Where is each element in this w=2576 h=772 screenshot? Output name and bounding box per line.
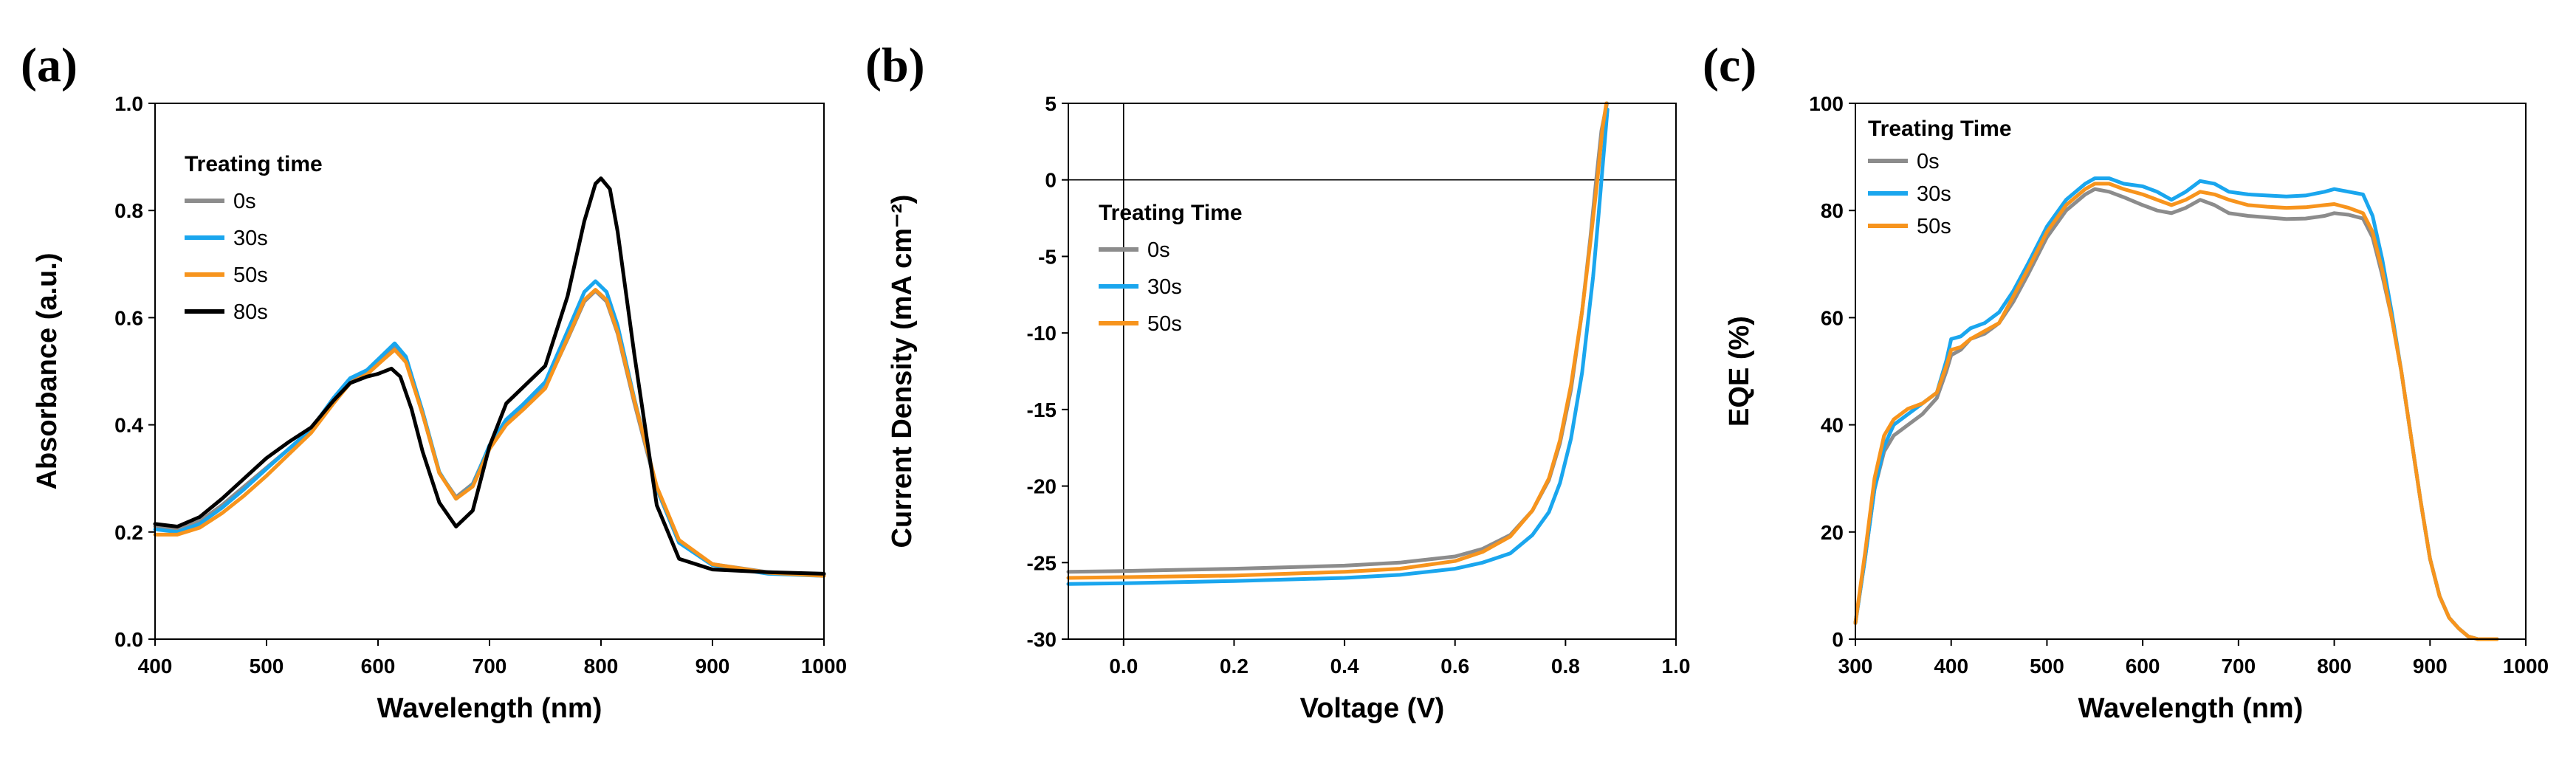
panel-b: (b) 0.0 0.2 0.4 0.6 0.8 1.0 5 0 -5 -10 -15 -20 -25 -30…: [865, 38, 1690, 724]
series-line-30s: [1853, 176, 2499, 641]
y-tick-label: 1.0: [114, 92, 143, 115]
y-axis-title: EQE (%): [1724, 316, 1755, 427]
y-tick-label: -25: [1027, 551, 1057, 574]
series-line-80s: [153, 176, 826, 576]
x-tick-label: 900: [2413, 655, 2448, 678]
legend-title: Treating time: [185, 152, 323, 176]
y-tick-label: 40: [1821, 414, 1844, 437]
x-tick-label: 800: [2317, 655, 2352, 678]
series-line-30s: [1066, 107, 1610, 586]
y-tick-label: 0.6: [114, 306, 143, 329]
x-tick-label: 700: [473, 655, 507, 678]
x-tick-label: 0.4: [1330, 655, 1359, 678]
y-tick-label: 0.4: [114, 414, 143, 437]
y-tick-label: 80: [1821, 199, 1844, 222]
y-tick-label: -20: [1027, 475, 1057, 498]
plot-frame: [154, 103, 825, 640]
series-line-50s: [1066, 101, 1609, 580]
x-tick-label: 0.6: [1440, 655, 1469, 678]
x-tick-label: 500: [250, 655, 284, 678]
y-tick-label: 0: [1832, 628, 1844, 651]
legend-title: Treating Time: [1099, 201, 1243, 225]
x-axis-title: Voltage (V): [1300, 693, 1445, 724]
series-line-30s: [153, 279, 826, 578]
legend: Treating Time 0s 30s 50s: [1868, 117, 2012, 238]
legend-label: 50s: [233, 263, 268, 287]
y-tick-label: 0.2: [114, 521, 143, 544]
y-tick-label: -10: [1027, 322, 1057, 345]
series-line-0s: [1853, 187, 2499, 641]
x-tick-label: 400: [138, 655, 173, 678]
legend-label: 30s: [233, 227, 268, 250]
y-tick-label: 60: [1821, 306, 1844, 329]
legend-label: 30s: [1917, 182, 1951, 206]
y-tick-label: 100: [1809, 92, 1844, 115]
x-axis-title: Wavelength (nm): [377, 693, 602, 724]
legend-title: Treating Time: [1868, 117, 2012, 141]
legend-label: 80s: [233, 300, 268, 324]
plot-frame: [1068, 103, 1677, 640]
series-line-0s: [153, 289, 826, 577]
legend-label: 0s: [1917, 150, 1940, 173]
legend-label: 30s: [1147, 275, 1182, 299]
plot-frame: [1855, 103, 2527, 640]
series-line-50s: [1853, 182, 2499, 641]
y-tick-label: -30: [1027, 628, 1057, 651]
y-tick-label: 0: [1045, 169, 1057, 192]
panel-a: (a) 400 500 600 700 800 900 1000 0.0 0.2 0.4 0.6 0.8…: [21, 38, 847, 724]
y-tick-label: 0.8: [114, 199, 143, 222]
panel-label: (c): [1703, 38, 1756, 92]
x-tick-label: 600: [361, 655, 396, 678]
x-tick-label: 1000: [801, 655, 847, 678]
x-tick-label: 500: [2030, 655, 2064, 678]
series-line-50s: [153, 288, 826, 578]
x-tick-label: 0.2: [1220, 655, 1248, 678]
x-tick-label: 400: [1934, 655, 1968, 678]
legend: Treating Time 0s 30s 50s: [1099, 201, 1243, 336]
x-tick-label: 800: [584, 655, 619, 678]
series-line-0s: [1066, 101, 1609, 574]
y-axis-title: Absorbance (a.u.): [32, 253, 63, 490]
legend-label: 50s: [1917, 215, 1951, 238]
y-tick-label: 5: [1045, 92, 1057, 115]
legend-label: 50s: [1147, 312, 1182, 336]
legend-label: 0s: [233, 190, 256, 213]
y-tick-label: -15: [1027, 399, 1057, 421]
legend: Treating time 0s 30s 50s 80s: [185, 152, 323, 324]
y-tick-label: 20: [1821, 521, 1844, 544]
y-axis-title: Current Density (mA cm⁻²): [887, 195, 918, 548]
panel-c: (c) 300 400 500 600 700 800 900 1000 0 20 40 60 80 100…: [1703, 38, 2549, 724]
y-tick-label: -5: [1038, 245, 1057, 268]
panel-label: (a): [21, 38, 78, 92]
legend-label: 0s: [1147, 238, 1170, 262]
x-tick-label: 1.0: [1662, 655, 1691, 678]
x-tick-label: 0.0: [1109, 655, 1138, 678]
x-tick-label: 900: [695, 655, 730, 678]
panel-label: (b): [865, 38, 925, 92]
x-tick-label: 0.8: [1551, 655, 1580, 678]
y-tick-label: 0.0: [114, 628, 143, 651]
x-tick-label: 700: [2221, 655, 2256, 678]
x-axis-title: Wavelength (nm): [2078, 693, 2304, 724]
x-tick-label: 600: [2126, 655, 2160, 678]
x-tick-label: 300: [1838, 655, 1873, 678]
x-tick-label: 1000: [2503, 655, 2549, 678]
